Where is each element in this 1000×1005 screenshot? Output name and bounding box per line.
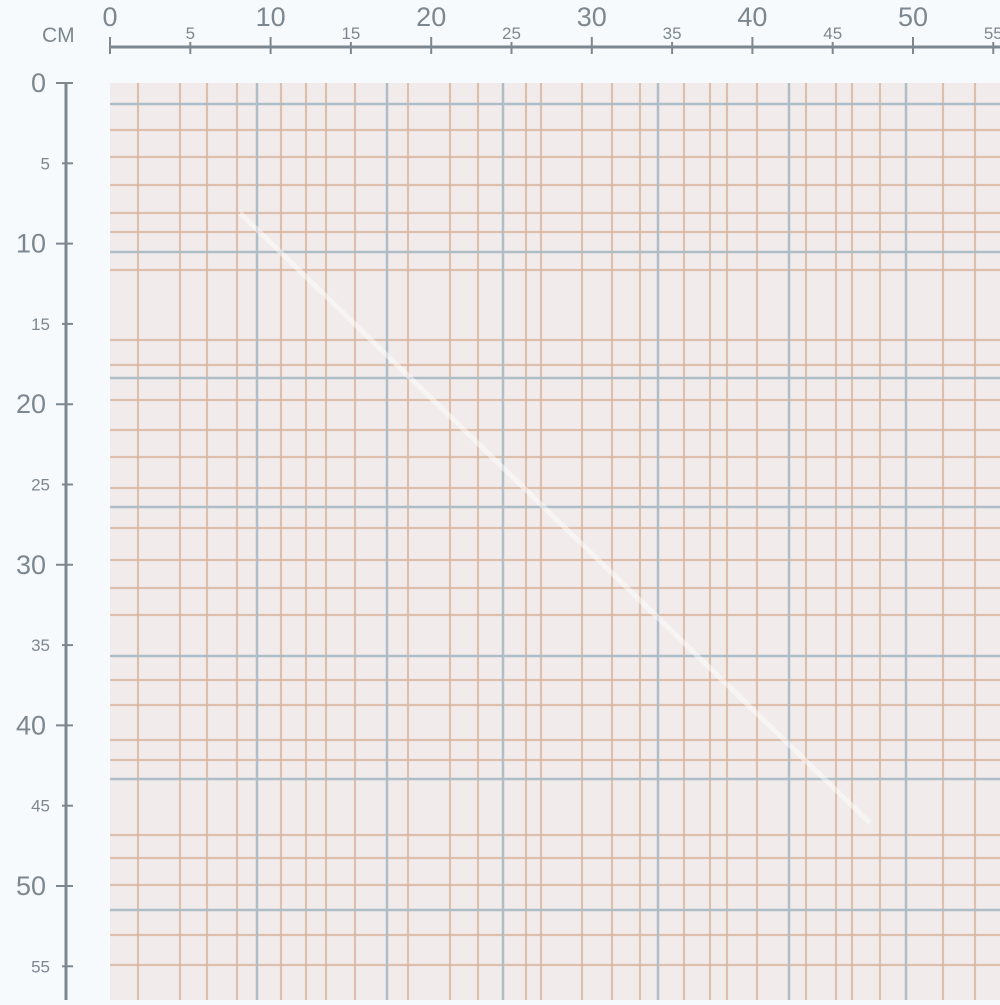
ruler-tick-label: 30 — [577, 2, 607, 32]
ruler-tick-label: 30 — [16, 550, 46, 580]
ruler-tick-label: 45 — [823, 24, 842, 43]
ruler-tick-label: 10 — [256, 2, 286, 32]
fabric-fold-highlight — [238, 211, 872, 825]
ruler-tick-label: 20 — [416, 2, 446, 32]
ruler-tick-label: 15 — [31, 315, 50, 334]
ruler-tick-label: 40 — [737, 2, 767, 32]
ruler-tick-label: 35 — [31, 636, 50, 655]
fabric-swatch — [110, 83, 1000, 1000]
ruler-tick-label: 25 — [502, 24, 521, 43]
ruler-tick-label: 55 — [31, 957, 50, 976]
ruler-tick-label: 15 — [341, 24, 360, 43]
ruler-tick-label: 0 — [102, 2, 117, 32]
ruler-tick-label: 5 — [186, 24, 195, 43]
ruler-tick-label: 50 — [16, 871, 46, 901]
ruler-tick-label: 0 — [31, 68, 46, 98]
ruler-tick-label: 25 — [31, 476, 50, 495]
ruler-tick-label: 45 — [31, 797, 50, 816]
ruler-tick-label: 40 — [16, 710, 46, 740]
ruler-tick-label: 55 — [984, 24, 1000, 43]
horizontal-ruler: 0 5 10 15 20 25 30 35 40 45 50 55 — [102, 2, 1000, 54]
ruler-tick-label: 5 — [41, 154, 50, 173]
ruler-tick-label: 10 — [16, 229, 46, 259]
vertical-ruler: 0 5 10 15 20 25 30 35 40 45 50 55 — [16, 68, 73, 1000]
ruler-unit-label: CM — [42, 24, 75, 47]
ruler-tick-label: 20 — [16, 389, 46, 419]
plaid-grid-pattern — [110, 83, 1000, 1000]
ruler-tick-label: 35 — [663, 24, 682, 43]
ruler-tick-label: 50 — [898, 2, 928, 32]
